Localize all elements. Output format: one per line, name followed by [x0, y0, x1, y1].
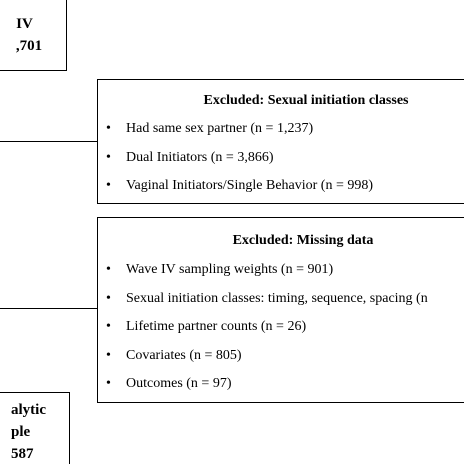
missing-data-exclusion-title: Excluded: Missing data [232, 233, 374, 248]
list-item: • Lifetime partner counts (n = 26) [106, 318, 428, 347]
bullet-icon: • [106, 149, 111, 165]
sexual-initiation-exclusion-title: Excluded: Sexual initiation classes [203, 93, 409, 108]
bullet-icon: • [106, 262, 111, 277]
top-sample-title: IV [16, 16, 33, 32]
list-item-text: Had same sex partner (n = 1,237) [126, 121, 314, 136]
analytic-sample-box: alytic ple 587 [0, 392, 70, 464]
list-item: • Dual Initiators (n = 3,866) [106, 149, 373, 178]
sexual-initiation-exclusion-box: Excluded: Sexual initiation classes • Had… [97, 79, 464, 204]
list-item-text: Dual Initiators (n = 3,866) [126, 149, 274, 165]
list-item-text: Outcomes (n = 97) [126, 376, 232, 391]
missing-data-exclusion-box: Excluded: Missing data • Wave IV sampling… [97, 217, 464, 403]
connector-to-sexual-initiation-exclusion [0, 141, 97, 142]
missing-data-exclusion-list: • Wave IV sampling weights (n = 901) • Sex… [106, 261, 428, 404]
list-item: • Wave IV sampling weights (n = 901) [106, 261, 428, 290]
list-item: • Vaginal Initiators/Single Behavior (n =… [106, 177, 373, 206]
list-item-text: Lifetime partner counts (n = 26) [126, 319, 307, 334]
bullet-icon: • [106, 121, 111, 136]
connector-to-missing-data-exclusion [0, 308, 97, 309]
analytic-sample-line-1: alytic [11, 402, 46, 418]
list-item-text: Wave IV sampling weights (n = 901) [126, 262, 334, 277]
bullet-icon: • [106, 347, 111, 363]
list-item-text: Covariates (n = 805) [126, 347, 242, 363]
top-sample-count: ,701 [15, 38, 43, 54]
list-item: • Covariates (n = 805) [106, 347, 428, 376]
list-item-text: Sexual initiation classes: timing, seque… [126, 290, 428, 306]
bullet-icon: • [106, 178, 111, 193]
list-item: • Sexual initiation classes: timing, sequ… [106, 290, 428, 319]
list-item-text: Vaginal Initiators/Single Behavior (n = … [126, 178, 374, 193]
analytic-sample-count: 587 [11, 446, 34, 462]
bullet-icon: • [106, 376, 111, 391]
list-item: • Outcomes (n = 97) [106, 375, 428, 404]
top-sample-box: IV ,701 [0, 0, 67, 71]
bullet-icon: • [106, 319, 111, 334]
list-item: • Had same sex partner (n = 1,237) [106, 120, 373, 149]
bullet-icon: • [106, 290, 111, 306]
sexual-initiation-exclusion-list: • Had same sex partner (n = 1,237) • Dual … [106, 120, 373, 206]
analytic-sample-line-2: ple [11, 424, 31, 440]
